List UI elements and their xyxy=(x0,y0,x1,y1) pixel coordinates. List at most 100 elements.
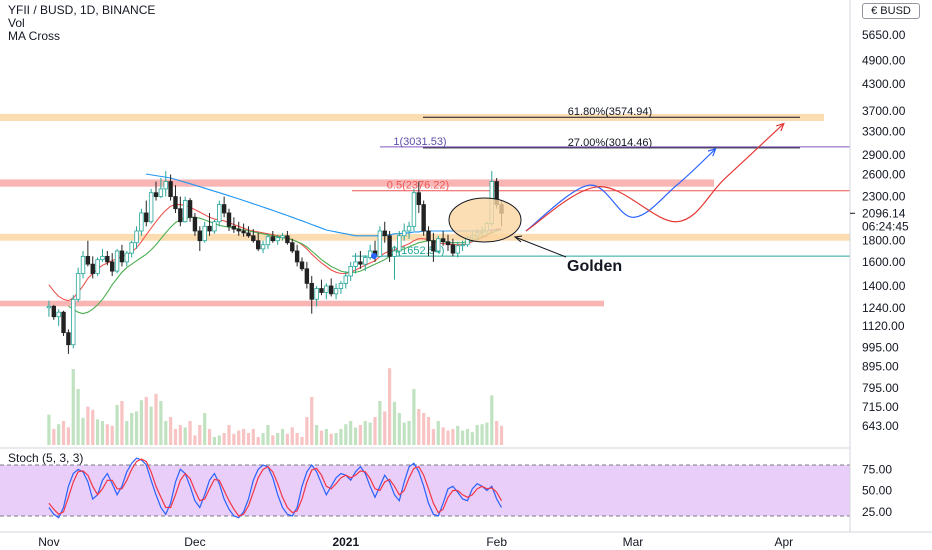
candle-body xyxy=(431,240,436,252)
volume-bar xyxy=(461,430,465,445)
volume-bar xyxy=(183,427,187,445)
time-tick-label: Nov xyxy=(38,535,59,549)
price-tick-label: 2600.00 xyxy=(862,168,906,182)
volume-bar xyxy=(169,417,173,445)
ma-line-long-ext xyxy=(145,173,171,179)
volume-bar xyxy=(422,413,426,445)
candle-body xyxy=(406,225,412,232)
symbol-title[interactable]: YFII / BUSD, 1D, BINANCE xyxy=(8,3,156,17)
volume-bar xyxy=(154,393,158,445)
zone-1 xyxy=(0,179,714,187)
volume-bar xyxy=(105,424,109,445)
candle-body xyxy=(221,204,227,214)
candle-body xyxy=(231,225,237,230)
chart-legend: YFII / BUSD, 1D, BINANCE Vol MA Cross xyxy=(8,4,155,43)
candle-body xyxy=(251,235,256,242)
candle-body xyxy=(343,275,348,284)
volume-bar xyxy=(66,427,70,445)
volume-bar xyxy=(96,419,100,445)
volume-bar xyxy=(480,424,484,445)
zone-0 xyxy=(0,113,824,122)
candle-body xyxy=(173,196,178,210)
volume-bar xyxy=(363,421,367,445)
price-tick-label: 3700.00 xyxy=(862,104,906,118)
candle-body xyxy=(299,261,305,270)
price-axis[interactable]: 5650.00 4900.00 4300.00 3700.00 3300.00 2900.… xyxy=(850,28,909,433)
volume-bar xyxy=(52,429,56,445)
volume-bar xyxy=(149,406,153,445)
volume-bar xyxy=(251,429,255,445)
countdown-label: 06:24:45 xyxy=(862,219,909,233)
volume-bar xyxy=(397,413,401,445)
price-tick-label: 2300.00 xyxy=(862,190,906,204)
volume-bar xyxy=(495,421,499,445)
volume-bar xyxy=(280,429,285,445)
volume-bar xyxy=(115,405,119,445)
volume-bar xyxy=(57,424,61,445)
candles-layer xyxy=(46,171,504,354)
volume-bar xyxy=(198,425,202,445)
price-tick-label: 895.00 xyxy=(862,359,899,373)
candle-body xyxy=(294,250,300,263)
candle-body xyxy=(397,235,402,252)
volume-bar xyxy=(324,429,328,445)
candle-body xyxy=(387,235,392,257)
fib-label-3: 0.5(2376.22) xyxy=(387,180,449,192)
volume-bar xyxy=(368,422,372,445)
stoch-line-1 xyxy=(48,458,503,517)
golden-arrow-head xyxy=(513,235,523,243)
candle-body xyxy=(450,244,456,254)
volume-bar xyxy=(358,425,362,445)
time-tick-label: Feb xyxy=(486,535,507,549)
candle-body xyxy=(66,332,71,346)
candle-body xyxy=(416,192,421,205)
volume-bar xyxy=(456,425,460,445)
volume-bar xyxy=(173,429,178,445)
candle-body xyxy=(75,273,81,300)
candle-body xyxy=(192,216,198,232)
volume-bar xyxy=(178,425,182,445)
volume-bar xyxy=(86,406,90,445)
candle-body xyxy=(207,225,212,232)
volume-bar xyxy=(285,433,289,445)
indicator-ma-cross[interactable]: MA Cross xyxy=(8,29,61,43)
candle-body xyxy=(105,255,110,263)
candle-body xyxy=(144,212,149,223)
candle-body xyxy=(440,238,446,243)
candle-body xyxy=(71,298,76,346)
volume-bar xyxy=(392,401,397,445)
volume-bar xyxy=(130,413,134,445)
candle-body xyxy=(182,200,188,223)
candle-body xyxy=(187,200,193,218)
stoch-label[interactable]: Stoch (5, 3, 3) xyxy=(8,451,84,465)
indicator-vol[interactable]: Vol xyxy=(8,16,25,30)
ma-line-2 xyxy=(170,177,502,237)
candle-body xyxy=(392,250,397,257)
volume-bar xyxy=(465,429,470,445)
volume-bar xyxy=(388,368,392,445)
candle-body xyxy=(202,225,207,242)
candle-body xyxy=(168,181,173,197)
stoch-line-0 xyxy=(48,457,503,519)
currency-badge[interactable]: € BUSD xyxy=(862,3,920,19)
candle-body xyxy=(95,259,100,274)
fib-label-2: 1(3031.53) xyxy=(393,136,446,148)
candle-body xyxy=(426,230,431,242)
zone-2 xyxy=(0,300,604,307)
projection-red xyxy=(525,123,785,232)
volume-bar xyxy=(315,425,319,445)
volume-bar xyxy=(61,421,66,445)
volume-bar xyxy=(305,417,309,445)
volume-bar xyxy=(217,435,221,445)
candle-body xyxy=(110,261,115,272)
candle-body xyxy=(328,285,334,295)
candle-body xyxy=(445,241,451,246)
stoch-axis[interactable]: 75.00 50.00 25.00 xyxy=(862,462,892,519)
candle-body xyxy=(436,238,441,252)
volume-bar xyxy=(383,411,387,445)
candle-body xyxy=(319,288,324,293)
price-tick-label: 643.00 xyxy=(862,419,899,433)
time-axis[interactable]: Nov Dec 2021 Feb Mar Apr xyxy=(38,535,793,549)
volume-bar xyxy=(237,430,241,445)
